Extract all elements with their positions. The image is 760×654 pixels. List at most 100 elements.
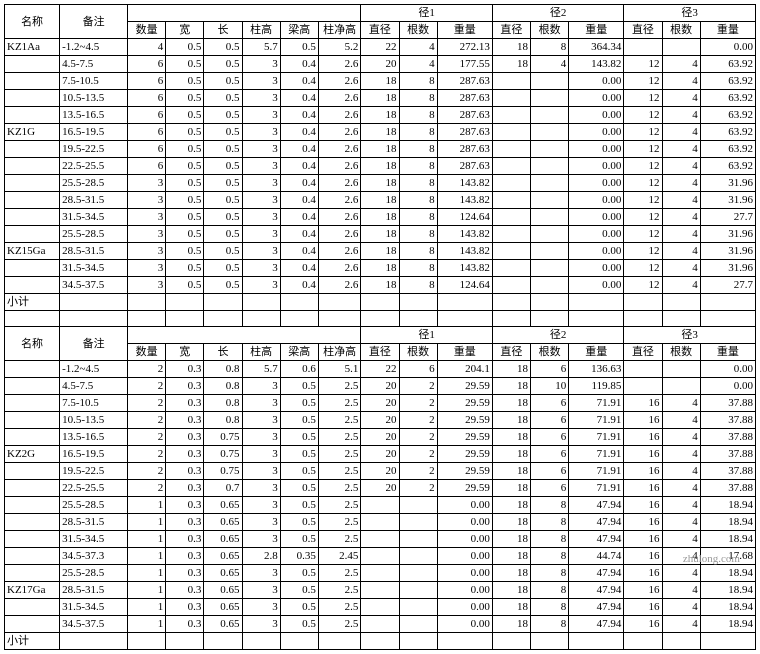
- cell: [5, 531, 60, 548]
- cell: 272.13: [437, 39, 492, 56]
- table-row: 31.5-34.530.50.530.42.6188124.640.001242…: [5, 209, 756, 226]
- cell: 4: [662, 599, 700, 616]
- cell: 3: [242, 582, 280, 599]
- cell: 0.00: [437, 565, 492, 582]
- cell: 4: [662, 243, 700, 260]
- table-row: 28.5-31.510.30.6530.52.50.0018847.941641…: [5, 514, 756, 531]
- cell: 2: [128, 361, 166, 378]
- header-cell: 名称: [5, 327, 60, 361]
- cell: 63.92: [700, 141, 755, 158]
- cell: 29.59: [437, 463, 492, 480]
- table-row: 34.5-37.530.50.530.42.6188124.640.001242…: [5, 277, 756, 294]
- cell: 1: [128, 548, 166, 565]
- cell: 37.88: [700, 429, 755, 446]
- cell: 2: [399, 378, 437, 395]
- header-cell: 直径: [624, 344, 662, 361]
- cell: [437, 633, 492, 650]
- cell: 16: [624, 497, 662, 514]
- cell: 37.88: [700, 463, 755, 480]
- cell: [5, 311, 60, 327]
- cell: 0.8: [204, 378, 242, 395]
- cell: 177.55: [437, 56, 492, 73]
- cell: 3: [242, 378, 280, 395]
- cell: 5.7: [242, 39, 280, 56]
- cell: 0.5: [280, 616, 318, 633]
- cell: 25.5-28.5: [60, 565, 128, 582]
- cell: [5, 277, 60, 294]
- cell: 31.96: [700, 192, 755, 209]
- cell: 25.5-28.5: [60, 497, 128, 514]
- cell: 47.94: [569, 565, 624, 582]
- cell: 16: [624, 480, 662, 497]
- cell: 2.6: [318, 243, 360, 260]
- cell: [492, 107, 530, 124]
- cell: 28.5-31.5: [60, 514, 128, 531]
- cell: 4: [662, 192, 700, 209]
- cell: 18.94: [700, 582, 755, 599]
- cell: 8: [399, 277, 437, 294]
- cell: 16: [624, 429, 662, 446]
- cell: 22.5-25.5: [60, 480, 128, 497]
- cell: 0.3: [166, 395, 204, 412]
- cell: [361, 616, 399, 633]
- cell: [662, 311, 700, 327]
- header-cell: 根数: [399, 22, 437, 39]
- cell: 0.4: [280, 73, 318, 90]
- cell: -1.2~4.5: [60, 39, 128, 56]
- cell: 3: [242, 480, 280, 497]
- cell: 0.5: [166, 90, 204, 107]
- cell: 37.88: [700, 480, 755, 497]
- cell: 0.3: [166, 480, 204, 497]
- cell: 3: [242, 192, 280, 209]
- cell: 10.5-13.5: [60, 90, 128, 107]
- cell: [492, 260, 530, 277]
- cell: [492, 90, 530, 107]
- cell: 18: [361, 175, 399, 192]
- cell: 4: [662, 412, 700, 429]
- cell: [492, 277, 530, 294]
- cell: [5, 548, 60, 565]
- cell: 28.5-31.5: [60, 192, 128, 209]
- cell: [361, 294, 399, 311]
- cell: 0.5: [204, 56, 242, 73]
- cell: 19.5-22.5: [60, 463, 128, 480]
- cell: 1: [128, 616, 166, 633]
- cell: 0.3: [166, 446, 204, 463]
- cell: 0.00: [569, 192, 624, 209]
- cell: 0.5: [280, 565, 318, 582]
- cell: 2.5: [318, 480, 360, 497]
- cell: 18: [492, 497, 530, 514]
- cell: 3: [242, 514, 280, 531]
- header-cell: 重量: [700, 22, 755, 39]
- cell: [204, 311, 242, 327]
- cell: [5, 141, 60, 158]
- cell: 4: [662, 175, 700, 192]
- cell: [128, 311, 166, 327]
- cell: 31.96: [700, 226, 755, 243]
- cell: 12: [624, 243, 662, 260]
- cell: 0.3: [166, 531, 204, 548]
- cell: [531, 175, 569, 192]
- header-cell: 根数: [531, 22, 569, 39]
- cell: 2.5: [318, 616, 360, 633]
- table-row: 13.5-16.560.50.530.42.6188287.630.001246…: [5, 107, 756, 124]
- header-cell: 径2: [492, 327, 624, 344]
- cell: 47.94: [569, 514, 624, 531]
- cell: 10.5-13.5: [60, 412, 128, 429]
- cell: 16: [624, 565, 662, 582]
- table-row: 25.5-28.510.30.6530.52.50.0018847.941641…: [5, 497, 756, 514]
- header-cell: 长: [204, 344, 242, 361]
- header-cell: 径1: [361, 327, 493, 344]
- cell: 12: [624, 226, 662, 243]
- cell: 8: [399, 124, 437, 141]
- cell: [492, 243, 530, 260]
- cell: 0.00: [700, 361, 755, 378]
- table-row: 31.5-34.510.30.6530.52.50.0018847.941641…: [5, 599, 756, 616]
- cell: 8: [531, 531, 569, 548]
- cell: 2: [399, 395, 437, 412]
- cell: 2.6: [318, 56, 360, 73]
- cell: 4: [531, 56, 569, 73]
- cell: 0.3: [166, 378, 204, 395]
- cell: 0.5: [166, 277, 204, 294]
- cell: 2.6: [318, 226, 360, 243]
